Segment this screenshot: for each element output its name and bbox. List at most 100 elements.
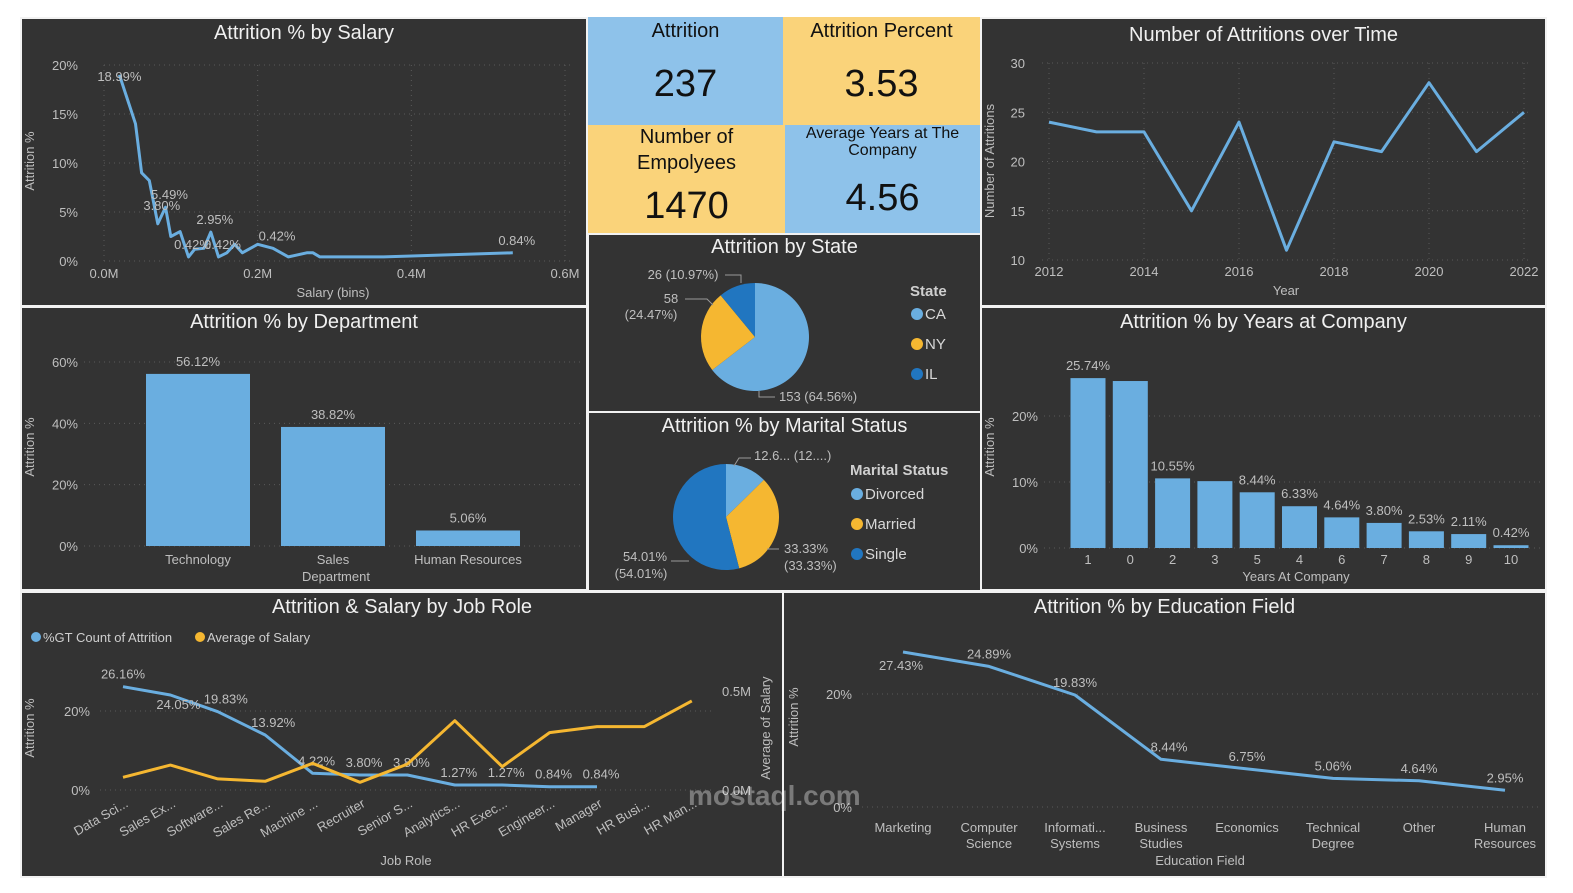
- chart-attrition-by-education-field[interactable]: Attrition % by Education Field 0% 20% Attr…: [782, 591, 1547, 878]
- x-tick-label: 8: [1423, 552, 1430, 567]
- y-axis-title: Attrition %: [982, 417, 997, 477]
- kpi-avg-years-label-2: Company: [848, 142, 917, 159]
- chart-title: Attrition % by Salary: [213, 22, 395, 44]
- kpi-avg-years-value: 4.56: [845, 177, 920, 219]
- kpi-employees-label-2: Empolyees: [637, 152, 736, 174]
- x-tick-label: 2022: [1510, 264, 1539, 279]
- y-tick-label: 0%: [59, 539, 78, 554]
- x-tick-label: Other: [1403, 820, 1436, 835]
- data-label: 5.06%: [1315, 758, 1352, 773]
- x-tick-label: Resources: [1474, 836, 1537, 851]
- bar-0: [1112, 381, 1148, 548]
- legend-item: Single: [865, 546, 907, 563]
- salary-line: [117, 74, 513, 259]
- attrition-line: [122, 685, 597, 789]
- data-label: 6.75%: [1229, 749, 1266, 764]
- legend-marker: [911, 338, 923, 350]
- legend-marker: [31, 632, 41, 642]
- legend-title: Marital Status: [850, 462, 948, 479]
- bar-5: [1239, 492, 1275, 548]
- pie-slice-ny: [701, 295, 755, 370]
- data-label: (33.33%): [784, 558, 837, 573]
- legend-item: CA: [925, 306, 946, 323]
- chart-attrition-salary-by-job-role[interactable]: Attrition & Salary by Job Role 0% 20% 0.0M…: [20, 591, 784, 878]
- y-tick-label: 20%: [64, 704, 90, 719]
- leader-line: [685, 298, 714, 306]
- years-chart-svg: 0%10%20%25.74%1 010.55%2 38.44%56.33%44.64…: [982, 358, 1540, 584]
- x-axis-title: Salary (bins): [297, 285, 370, 300]
- y-tick-label: 25: [1011, 105, 1025, 120]
- x-tick-label: Science: [966, 836, 1012, 851]
- data-label: 24.05%: [156, 697, 201, 712]
- data-label: 0.42%: [204, 237, 241, 252]
- y2-tick-label: 0.0M: [722, 783, 751, 798]
- legend-item: IL: [925, 366, 938, 383]
- x-tick-label: 0: [1127, 552, 1134, 567]
- y-tick-label: 20%: [1012, 409, 1038, 424]
- data-label: 0.42%: [259, 228, 296, 243]
- x-axis-title: Job Role: [380, 853, 431, 868]
- bar-7: [1366, 522, 1402, 548]
- y-tick-label: 20%: [826, 687, 852, 702]
- x-tick-label: 0.6M: [551, 266, 580, 281]
- data-label: 54.01%: [623, 549, 668, 564]
- data-label: 153 (64.56%): [779, 389, 857, 404]
- chart-attritions-over-time[interactable]: Number of Attritions over Time 10 15 20 25 3…: [980, 17, 1547, 307]
- data-label: 58: [664, 291, 678, 306]
- attritions-line: [1048, 81, 1525, 252]
- chart-attrition-by-state[interactable]: Attrition by State State CA NY IL 26 (10.97%…: [587, 233, 982, 413]
- bar-6: [1324, 517, 1360, 548]
- x-tick-label: 9: [1465, 552, 1472, 567]
- y-tick-label: 20%: [52, 478, 78, 493]
- data-label: 6.33%: [1281, 486, 1318, 501]
- leader-line: [733, 457, 751, 467]
- x-tick-label: Degree: [1312, 836, 1355, 851]
- x-tick-label: 2016: [1225, 264, 1254, 279]
- state-chart-svg: State CA NY IL 26 (10.97%) 58(24.47%) 153 (64.…: [625, 267, 947, 404]
- data-label: (54.01%): [615, 566, 668, 581]
- legend-marker: [911, 368, 923, 380]
- leader-line: [758, 391, 775, 398]
- x-axis-title: Years At Company: [1242, 569, 1350, 584]
- chart-attrition-by-marital-status[interactable]: Attrition % by Marital Status Marital St…: [587, 411, 982, 592]
- data-label: 2.95%: [1487, 770, 1524, 785]
- y-tick-label: 15%: [52, 107, 78, 122]
- chart-title: Attrition % by Years at Company: [1120, 311, 1407, 333]
- data-label: 3.80%: [346, 755, 383, 770]
- legend-item: NY: [925, 336, 946, 353]
- chart-attrition-by-department[interactable]: Attrition % by Department 0% 20% 40% 60% 56.…: [20, 306, 588, 591]
- kpi-attrition-label: Attrition: [651, 20, 720, 42]
- x-tick-label: Sales: [317, 552, 350, 567]
- kpi-attrition-percent: Attrition Percent 3.53: [783, 17, 980, 125]
- marital-chart-svg: Marital Status Divorced Married Single 12.6.…: [615, 448, 949, 581]
- chart-title: Attrition % by Marital Status: [661, 415, 908, 437]
- y-tick-label: 0%: [59, 254, 78, 269]
- y-tick-label: 20: [1011, 155, 1025, 170]
- bar-8: [1408, 531, 1444, 548]
- x-tick-label: 7: [1380, 552, 1387, 567]
- chart-attrition-by-years-at-company[interactable]: Attrition % by Years at Company 0% 10% 20%…: [980, 306, 1547, 591]
- kpi-employees-label-1: Number of: [639, 126, 734, 148]
- x-tick-label: 2020: [1415, 264, 1444, 279]
- y-tick-label: 40%: [52, 416, 78, 431]
- y-axis-title: Attrition %: [786, 687, 801, 747]
- y-axis-title: Attrition %: [22, 131, 37, 191]
- chart-attrition-by-salary[interactable]: Attrition % by Salary 0% 5% 10% 15% 20% 0.0M 0…: [20, 17, 588, 307]
- salary-chart-svg: 0% 5% 10% 15% 20% 0.0M 0.2M 0.4M 0.6M Attrition %…: [22, 58, 580, 300]
- data-label: 26.16%: [101, 667, 146, 682]
- x-tick-label: 1: [1084, 552, 1091, 567]
- data-label: 4.64%: [1323, 497, 1360, 512]
- pie-slice-il: [720, 283, 755, 337]
- data-label: 8.44%: [1239, 472, 1276, 487]
- y2-tick-label: 0.5M: [722, 684, 751, 699]
- y-tick-label: 0%: [71, 783, 90, 798]
- y-tick-label: 10%: [52, 156, 78, 171]
- x-tick-label: 0.2M: [243, 266, 272, 281]
- y-axis-title: Number of Attritions: [982, 103, 997, 218]
- data-label: 5.49%: [151, 187, 188, 202]
- salary-line: [122, 699, 693, 784]
- data-label: 19.83%: [1053, 675, 1098, 690]
- chart-title: Attrition % by Education Field: [1033, 596, 1296, 618]
- y-tick-label: 10%: [1012, 475, 1038, 490]
- time-chart-svg: 10 15 20 25 30 2012 2014 2016 2018 2020 2022 Number…: [982, 56, 1539, 298]
